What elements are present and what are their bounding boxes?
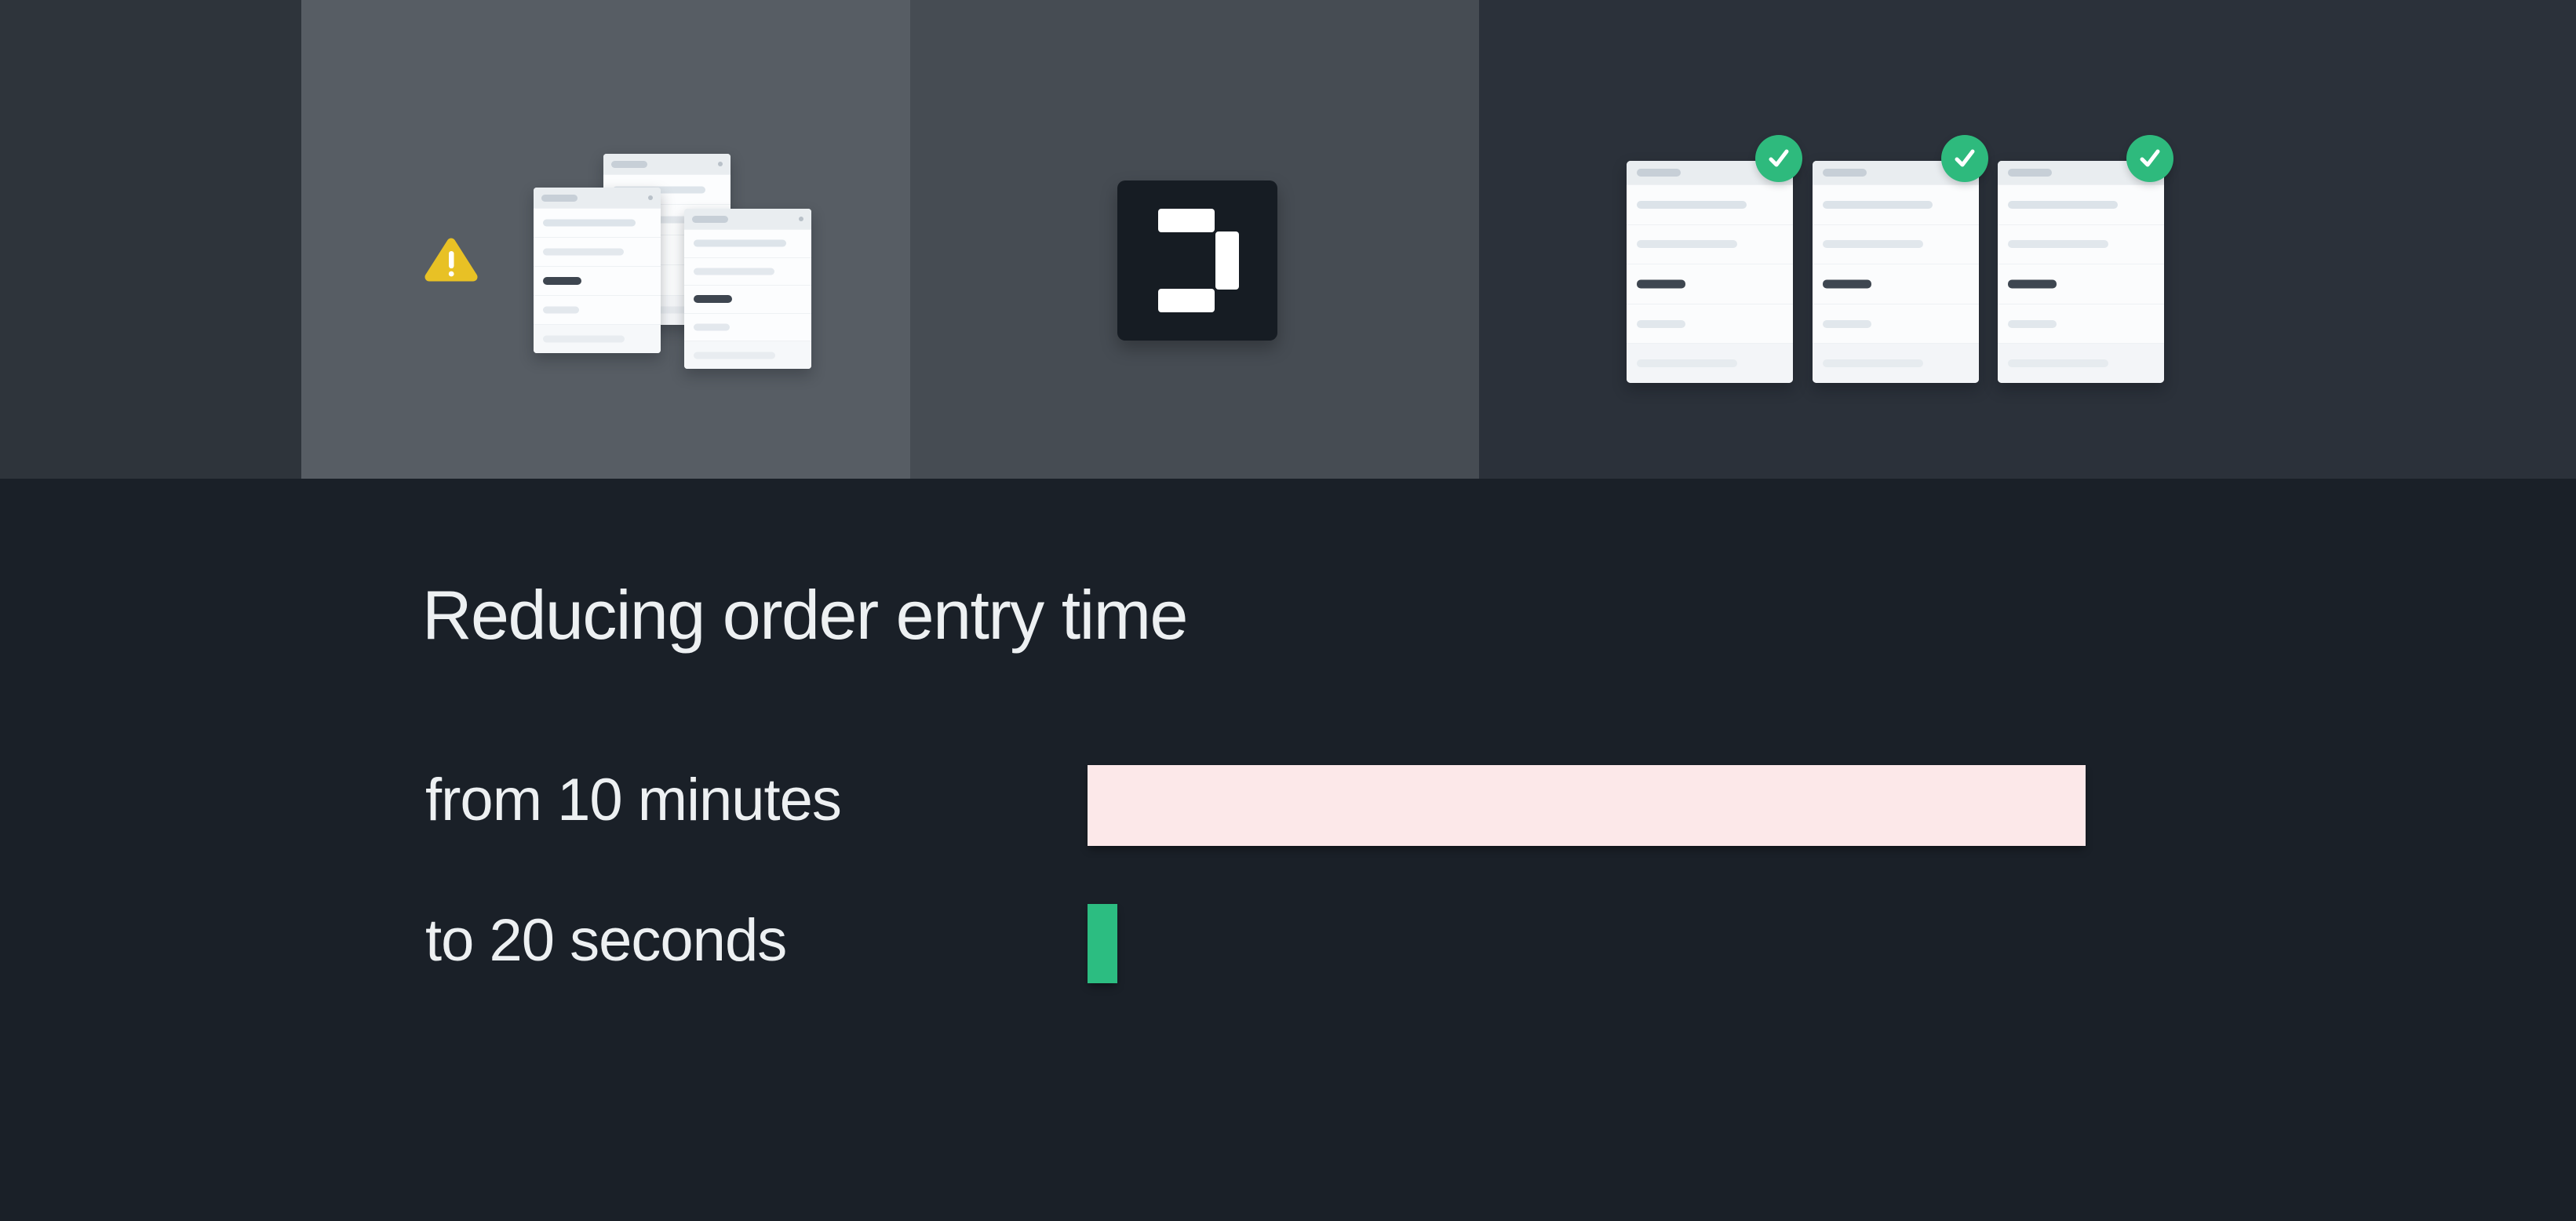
field-placeholder: [694, 239, 786, 247]
panel-unprocessed-orders: [301, 0, 910, 479]
field-placeholder: [2008, 319, 2057, 328]
strip-left-edge: [0, 0, 301, 479]
card-title-placeholder: [611, 160, 647, 168]
field-placeholder-dark: [1637, 279, 1685, 289]
check-badge: [2126, 135, 2173, 182]
approved-order-card: [1813, 135, 1988, 383]
approved-order-card: [1627, 135, 1802, 383]
field-placeholder: [1637, 319, 1685, 328]
slide-title: Reducing order entry time: [422, 576, 1188, 654]
before-label: from 10 minutes: [425, 767, 842, 833]
field-placeholder-dark: [1823, 279, 1871, 289]
field-placeholder: [543, 306, 579, 314]
field-placeholder: [1823, 319, 1871, 328]
card-title-placeholder: [1637, 169, 1681, 177]
check-icon: [1769, 149, 1789, 167]
field-placeholder-dark: [2008, 279, 2057, 289]
field-placeholder: [1823, 240, 1923, 249]
approved-order-card: [1998, 135, 2173, 383]
after-bar: [1088, 904, 1117, 983]
card-title-placeholder: [1823, 169, 1867, 177]
field-placeholder: [1823, 200, 1933, 209]
field-placeholder: [694, 352, 775, 359]
card-header: [684, 209, 811, 229]
field-placeholder: [1637, 359, 1737, 368]
check-icon: [2140, 149, 2160, 167]
logo-bar-right: [1215, 231, 1239, 290]
field-placeholder: [2008, 200, 2118, 209]
order-card: [534, 188, 661, 353]
illustration-strip: [0, 0, 2576, 479]
field-placeholder: [1637, 200, 1747, 209]
field-placeholder: [543, 219, 636, 227]
logo-bar-bottom: [1158, 289, 1215, 312]
field-placeholder: [543, 335, 625, 343]
field-placeholder-dark: [694, 295, 732, 304]
field-placeholder: [694, 268, 774, 275]
panel-processed-orders: [1479, 0, 2576, 479]
field-placeholder: [543, 248, 624, 256]
check-badge: [1941, 135, 1988, 182]
warning-icon: [424, 238, 478, 282]
logo-mark: [1117, 180, 1277, 341]
field-placeholder: [2008, 240, 2108, 249]
check-icon: [1955, 149, 1975, 167]
card-menu-dot: [799, 217, 803, 221]
before-bar: [1088, 765, 2086, 846]
order-card: [684, 209, 811, 369]
field-placeholder: [1823, 359, 1923, 368]
card-header: [534, 188, 661, 208]
field-placeholder-dark: [543, 277, 581, 285]
panel-app-logo: [910, 0, 1479, 479]
card-title-placeholder: [541, 194, 578, 202]
card-title-placeholder: [692, 215, 728, 223]
field-placeholder: [2008, 359, 2108, 368]
card-title-placeholder: [2008, 169, 2052, 177]
field-placeholder: [1637, 240, 1737, 249]
card-menu-dot: [718, 162, 723, 166]
check-badge: [1755, 135, 1802, 182]
card-menu-dot: [648, 195, 653, 200]
summary-section: Reducing order entry time from 10 minute…: [0, 479, 2576, 1221]
after-label: to 20 seconds: [425, 907, 787, 974]
logo-bar-top: [1158, 209, 1215, 232]
card-header: [603, 154, 731, 174]
field-placeholder: [694, 323, 730, 331]
